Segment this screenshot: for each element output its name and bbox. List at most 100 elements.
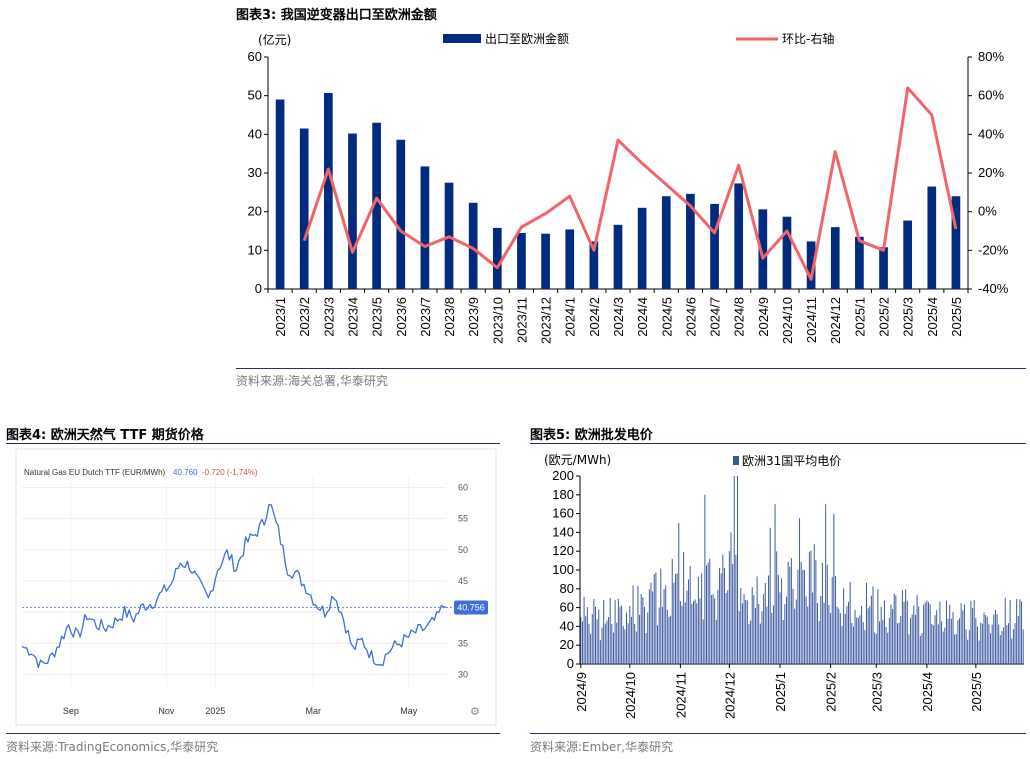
power-price-bar <box>864 630 866 664</box>
power-price-bar <box>758 604 760 664</box>
right-tick-label: 60% <box>978 88 1004 103</box>
figure3-title: 图表3: 我国逆变器出口至欧洲金额 <box>236 8 437 23</box>
ttf-panel <box>15 448 497 726</box>
power-price-bar <box>923 604 925 664</box>
power-price-bar <box>867 608 869 664</box>
x-tick-label: 2024/6 <box>683 297 698 337</box>
export-bar <box>782 216 792 289</box>
power-price-bar <box>883 600 885 664</box>
power-price-bar <box>676 573 678 664</box>
power-price-bar <box>983 612 985 664</box>
export-bar <box>275 99 285 290</box>
power-price-bar <box>635 631 637 664</box>
power-price-bar <box>949 604 951 664</box>
export-bar <box>589 241 599 289</box>
power-price-bar <box>823 602 825 664</box>
ttf-header-title: Natural Gas EU Dutch TTF (EUR/MWh) <box>24 468 166 477</box>
power-price-bar <box>671 558 673 664</box>
power-price-bar <box>595 607 596 664</box>
power-price-bar <box>959 618 961 664</box>
export-bar <box>855 236 864 289</box>
x-tick-label: 2025/2 <box>877 297 892 337</box>
export-bar <box>613 224 623 289</box>
power-price-bar <box>955 634 957 664</box>
power-price-bar <box>626 612 628 664</box>
power-price-bar <box>642 597 644 664</box>
power-price-bar <box>916 595 918 664</box>
export-bar <box>565 229 575 289</box>
power-price-bar <box>740 588 742 664</box>
power-price-bar <box>768 575 770 664</box>
power-price-bar <box>921 633 923 664</box>
power-price-bar <box>999 635 1001 664</box>
power-price-bar <box>872 586 874 664</box>
power-price-bar <box>898 622 900 664</box>
power-price-bar <box>786 596 787 664</box>
power-price-bar <box>880 606 882 664</box>
power-price-bar <box>836 606 838 664</box>
power-price-bar <box>944 627 946 664</box>
x-tick-label: 2024/1 <box>563 297 578 337</box>
x-tick-label: 2024/3 <box>611 297 626 337</box>
power-price-bar <box>776 551 778 664</box>
power-price-bar <box>728 551 730 664</box>
power-price-bar <box>830 612 832 664</box>
power-price-bar <box>885 627 887 664</box>
power-price-bar <box>861 605 863 664</box>
power-price-bar <box>805 596 807 664</box>
power-price-bar <box>1019 599 1021 664</box>
power-y-tick-label: 0 <box>567 656 574 671</box>
power-price-bar <box>918 606 920 664</box>
x-tick-label: 2023/8 <box>442 297 457 337</box>
ttf-x-tick-label: Sep <box>63 706 79 716</box>
right-tick-label: 40% <box>978 126 1004 141</box>
export-bar <box>299 128 309 289</box>
power-price-bar <box>763 594 765 664</box>
power-price-bar <box>643 606 645 664</box>
power-price-bar <box>648 589 650 664</box>
power-price-bar <box>794 608 796 664</box>
power-y-tick-label: 60 <box>560 600 574 615</box>
power-price-bar <box>939 601 941 664</box>
power-price-bar <box>950 618 952 664</box>
x-tick-label: 2024/2 <box>587 297 602 337</box>
power-price-bar <box>777 574 779 664</box>
power-price-bar <box>833 513 835 664</box>
power-price-bar <box>903 601 905 664</box>
power-price-bar <box>715 619 717 664</box>
power-price-bar <box>888 617 890 664</box>
power-price-bar <box>887 632 889 664</box>
power-y-tick-label: 100 <box>552 562 574 577</box>
power-y-tick-label: 80 <box>560 581 574 596</box>
ttf-x-tick-label: May <box>400 706 418 716</box>
power-price-bar <box>593 598 595 664</box>
power-y-tick-label: 20 <box>560 637 574 652</box>
power-price-bar <box>601 627 603 664</box>
figure4-title: 图表4: 欧洲天然气 TTF 期货价格 <box>6 428 204 443</box>
power-price-bar <box>658 607 660 664</box>
power-price-bar <box>673 582 675 664</box>
power-price-bar <box>771 612 773 664</box>
power-price-bar <box>807 606 809 664</box>
power-price-bar <box>738 611 740 664</box>
ttf-header-last: 40.760 <box>173 468 198 477</box>
power-price-bar <box>712 594 714 664</box>
power-price-bar <box>617 598 619 664</box>
power-price-bar <box>841 625 843 664</box>
power-price-bar <box>900 615 902 664</box>
power-price-bar <box>588 623 590 664</box>
power-price-bar <box>746 600 748 664</box>
figure4-divider <box>6 443 500 444</box>
power-price-bar <box>870 595 872 664</box>
ttf-y-tick-label: 45 <box>458 576 468 586</box>
power-price-bar <box>988 624 990 664</box>
power-price-bar <box>859 615 861 664</box>
power-price-bar <box>614 600 616 664</box>
power-price-bar <box>934 615 936 664</box>
power-price-bar <box>1012 629 1014 664</box>
export-bar <box>686 193 695 289</box>
power-price-bar <box>980 622 982 664</box>
left-tick-label: 0 <box>255 281 262 296</box>
export-bar <box>879 247 888 289</box>
power-x-tick-label: 2024/12 <box>722 672 737 719</box>
